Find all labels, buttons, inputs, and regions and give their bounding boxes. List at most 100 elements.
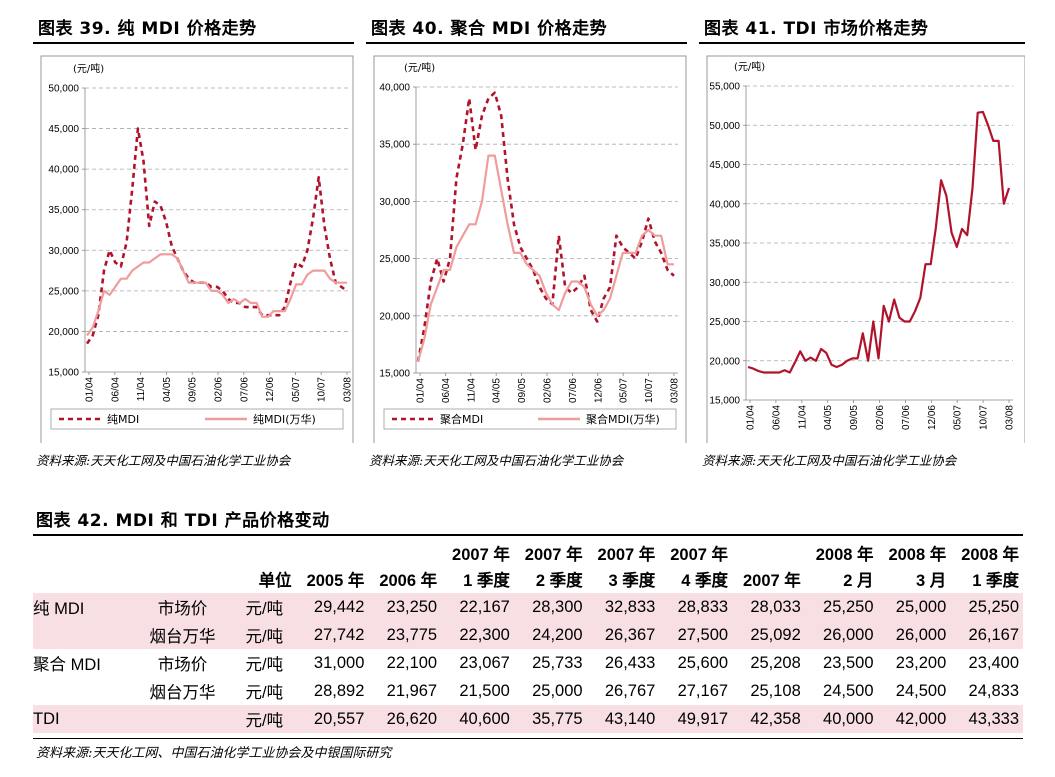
- y-tick-label: 30,000: [379, 197, 410, 208]
- x-tick-label: 10/07: [644, 378, 655, 403]
- price-cell: 23,067: [459, 653, 510, 672]
- y-tick-label: 55,000: [709, 82, 740, 93]
- y-tick-label: 30,000: [709, 278, 740, 289]
- price-cell: 26,000: [804, 621, 878, 649]
- legend-label: 纯MDI: [107, 413, 139, 426]
- price-cell: 26,367: [586, 621, 660, 649]
- x-tick-label: 03/08: [1005, 405, 1016, 430]
- y-tick-label: 45,000: [709, 160, 740, 171]
- price-cell: 40,000: [804, 705, 878, 733]
- table-title: 图表 42. MDI 和 TDI 产品价格变动: [36, 511, 330, 531]
- price-cell: 24,500: [823, 681, 874, 700]
- header-top-cell: 2007 年: [670, 546, 729, 564]
- x-tick-label: 12/06: [593, 378, 604, 403]
- y-tick-label: 25,000: [379, 254, 410, 265]
- y-tick-label: 50,000: [48, 84, 79, 95]
- header-cell: 3 月: [915, 572, 947, 590]
- header-cell: 单位: [258, 572, 292, 590]
- table-row: TDI 元/吨 20,557 26,620 40,600 35,775 43,140 49,9…: [33, 705, 1023, 733]
- x-tick-label: 10/07: [317, 377, 328, 402]
- price-cell: 25,000: [532, 681, 583, 700]
- chart-frame: [706, 55, 1025, 443]
- x-tick-label: 09/05: [517, 378, 528, 403]
- header-cell: 2 季度: [535, 572, 583, 590]
- x-tick-label: 02/06: [214, 377, 225, 402]
- x-tick-label: 01/04: [85, 377, 96, 402]
- y-tick-label: 15,000: [709, 396, 740, 407]
- header-top-cell: [732, 537, 805, 565]
- y-tick-label: 40,000: [379, 83, 410, 94]
- header-top-cell: 2007 年: [524, 546, 583, 564]
- header-cell: [132, 565, 233, 593]
- y-tick-label: 20,000: [709, 356, 740, 367]
- series-line: [747, 110, 1011, 374]
- header-top-cell: 2007 年: [452, 546, 510, 564]
- price-cell: 42,358: [732, 705, 805, 733]
- x-tick-label: 10/07: [979, 405, 990, 430]
- x-tick-label: 06/04: [110, 377, 121, 402]
- y-tick-label: 30,000: [48, 246, 79, 257]
- product-label: TDI: [33, 705, 132, 733]
- price-cell: 27,742: [295, 621, 369, 649]
- x-tick-label: 04/05: [162, 377, 173, 402]
- header-cell: 3 季度: [608, 572, 656, 590]
- x-tick-label: 05/07: [291, 377, 302, 402]
- unit-cell: 元/吨: [245, 684, 284, 702]
- product-label: [33, 677, 132, 705]
- price-cell: 43,140: [586, 705, 660, 733]
- price-cell: 49,917: [659, 705, 733, 733]
- legend-label: 聚合MDI: [440, 412, 483, 426]
- x-tick-label: 11/04: [466, 378, 477, 403]
- x-tick-label: 01/04: [416, 378, 427, 403]
- chart-39-source: 资料来源:天天化工网及中国石油化学工业协会: [36, 453, 291, 468]
- x-tick-label: 07/06: [901, 405, 912, 430]
- x-tick-label: 12/06: [927, 405, 938, 430]
- price-cell: 29,442: [295, 593, 369, 621]
- price-cell: 20,557: [295, 705, 369, 733]
- table-header-row-top: 2007 年 2007 年 2007 年 2007 年 2008 年 2008 年 2008…: [33, 537, 1023, 565]
- price-type-label: 市场价: [132, 593, 234, 621]
- price-cell: 25,208: [750, 653, 801, 672]
- price-cell: 28,300: [513, 593, 587, 621]
- price-cell: 31,000: [313, 653, 365, 672]
- price-cell: 23,500: [823, 653, 874, 672]
- price-cell: 32,833: [586, 593, 660, 621]
- price-cell: 22,167: [441, 593, 514, 621]
- price-cell: 23,400: [968, 653, 1019, 672]
- series-line: [85, 127, 348, 345]
- table-row: 烟台万华 元/吨 27,742 23,775 22,300 24,200 26,367 27,…: [33, 621, 1023, 649]
- header-top-cell: [296, 537, 369, 565]
- price-table: 2007 年 2007 年 2007 年 2007 年 2008 年 2008 年 2008…: [33, 537, 1023, 733]
- header-top-cell: 2008 年: [961, 546, 1019, 564]
- header-top-cell: [233, 537, 296, 565]
- price-cell: 42,000: [877, 705, 951, 733]
- chart-tdi: (元/吨) 15,000 20,000 25,000 30,000 35,000 40,00…: [706, 55, 1025, 443]
- price-cell: 26,433: [604, 653, 656, 672]
- product-label: [33, 621, 132, 649]
- product-label: 纯 MDI: [33, 593, 132, 621]
- chart-40-source: 资料来源:天天化工网及中国石油化学工业协会: [369, 453, 624, 468]
- series-line: [86, 253, 347, 337]
- y-tick-label: 45,000: [48, 124, 79, 135]
- chart-frame: [40, 55, 354, 443]
- x-tick-label: 12/06: [265, 377, 276, 402]
- price-cell: 23,775: [368, 621, 442, 649]
- x-tick-label: 09/05: [188, 377, 199, 402]
- x-tick-label: 01/04: [746, 405, 757, 430]
- price-cell: 25,250: [950, 593, 1023, 621]
- x-tick-label: 02/06: [543, 378, 554, 403]
- price-cell: 22,300: [441, 621, 514, 649]
- y-tick-label: 25,000: [48, 286, 79, 297]
- chart-39-title-rule: [33, 42, 354, 44]
- x-tick-label: 09/05: [849, 405, 860, 430]
- price-cell: 25,000: [877, 593, 951, 621]
- y-tick-label: 50,000: [709, 121, 740, 132]
- unit-cell: 元/吨: [245, 656, 284, 674]
- price-cell: 23,200: [895, 653, 947, 672]
- price-cell: 28,833: [659, 593, 733, 621]
- x-tick-label: 04/05: [492, 378, 503, 403]
- legend-box: [50, 408, 344, 430]
- x-tick-label: 05/07: [619, 378, 630, 403]
- chart-frame: [373, 55, 687, 443]
- price-cell: 25,250: [804, 593, 878, 621]
